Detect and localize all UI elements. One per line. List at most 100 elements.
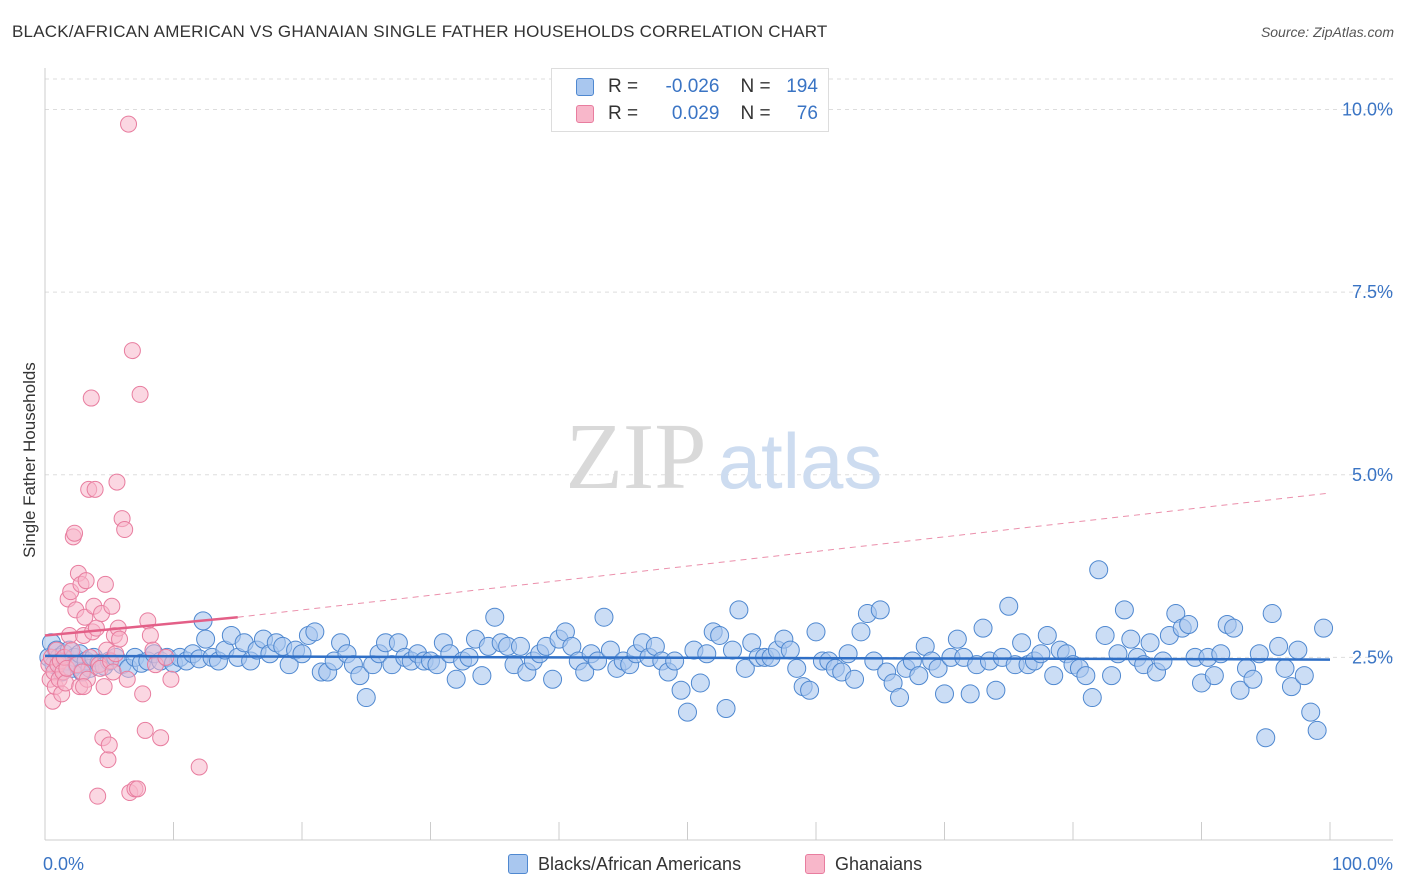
blacks-point xyxy=(1031,644,1051,664)
blacks-point xyxy=(735,658,755,678)
blacks-point xyxy=(510,636,530,656)
ghanaians-point xyxy=(162,670,180,688)
ghanaians-point xyxy=(87,619,105,637)
blacks-point xyxy=(678,702,697,722)
blacks-point xyxy=(446,669,466,689)
blacks-point xyxy=(1224,618,1244,638)
ghanaians-point xyxy=(107,645,125,663)
legend-n-label: N = xyxy=(740,76,771,97)
blacks-point xyxy=(935,684,954,704)
blacks-point xyxy=(1121,629,1141,649)
blacks-point xyxy=(787,658,807,678)
blacks-point xyxy=(722,640,742,660)
blacks-point xyxy=(543,669,563,689)
blacks-point xyxy=(1082,688,1102,708)
blacks-point xyxy=(1269,636,1289,656)
y-axis-label: Single Father Households xyxy=(20,362,39,558)
legend-r-label: R = xyxy=(608,103,639,124)
legend-n-value: 76 xyxy=(796,103,818,124)
ghanaians-point xyxy=(77,572,95,590)
blacks-point xyxy=(1114,600,1134,620)
legend-n-value: 194 xyxy=(786,76,818,97)
ghanaians-point xyxy=(76,608,94,626)
ghanaians-point xyxy=(82,389,100,407)
ghanaians-point xyxy=(129,780,147,798)
blacks-point xyxy=(575,662,595,682)
blacks-point xyxy=(1307,720,1327,740)
legend-swatch-pink xyxy=(576,105,594,123)
blacks-point xyxy=(356,688,376,708)
ghanaians-point xyxy=(104,663,122,681)
ghanaians-point xyxy=(99,751,117,769)
blacks-trend-line xyxy=(44,654,1331,661)
blacks-point xyxy=(710,625,730,645)
ghanaians-point xyxy=(100,736,118,754)
blacks-point xyxy=(196,629,216,649)
legend-swatch-blue xyxy=(576,78,594,96)
blacks-point xyxy=(292,644,312,664)
blacks-point xyxy=(1243,669,1263,689)
ghanaians-trend-line xyxy=(44,615,238,637)
legend-n-label: N = xyxy=(740,103,771,124)
blacks-point xyxy=(1095,625,1115,645)
bottom-legend-ghanaians: Ghanaians xyxy=(805,852,922,876)
bottom-legend-label: Blacks/African Americans xyxy=(538,853,742,874)
blacks-point xyxy=(890,688,910,708)
watermark-atlas: atlas xyxy=(718,417,883,505)
blacks-point xyxy=(838,644,858,664)
blacks-point xyxy=(800,680,820,700)
ghanaians-point xyxy=(89,787,107,805)
blacks-point xyxy=(690,673,710,693)
blacks-point xyxy=(1204,666,1224,686)
legend-row-blacks: R = -0.026 N = 194 xyxy=(576,75,818,99)
ghanaians-point xyxy=(86,480,104,498)
ghanaians-point xyxy=(96,575,114,593)
y-tick-label: 5.0% xyxy=(1352,465,1393,485)
blacks-point xyxy=(472,666,492,686)
blacks-point xyxy=(1037,625,1057,645)
ghanaians-point xyxy=(60,626,78,644)
blacks-point xyxy=(600,640,620,660)
ghanaians-point xyxy=(136,721,154,739)
blacks-point xyxy=(1230,680,1250,700)
blacks-point xyxy=(1314,618,1334,638)
blacks-point xyxy=(1256,728,1276,748)
y-tick-label: 2.5% xyxy=(1352,647,1393,667)
blacks-point xyxy=(716,699,736,719)
ghanaians-trend-extension xyxy=(237,492,1331,618)
blacks-point xyxy=(960,684,980,704)
blacks-point xyxy=(1102,666,1122,686)
blacks-point xyxy=(1179,615,1199,635)
bottom-legend-blacks: Blacks/African Americans xyxy=(508,852,741,876)
bottom-legend-label: Ghanaians xyxy=(835,853,923,874)
x-tick-label-start: 0.0% xyxy=(43,854,84,874)
grid-lines xyxy=(45,78,1393,658)
ghanaians-point xyxy=(190,758,208,776)
ghanaians-point xyxy=(103,597,121,615)
x-tick-label-end: 100.0% xyxy=(1332,854,1393,874)
blacks-point xyxy=(1089,560,1109,580)
blacks-point xyxy=(780,640,800,660)
watermark: ZIP atlas xyxy=(566,405,883,509)
ghanaians-point xyxy=(57,674,75,692)
legend-r-value: 0.029 xyxy=(671,103,720,124)
blacks-point xyxy=(485,607,505,627)
ghanaians-point xyxy=(116,521,134,539)
ghanaians-point xyxy=(66,524,84,542)
blacks-point xyxy=(909,666,929,686)
blacks-point xyxy=(864,651,884,671)
bottom-legend-swatch-pink xyxy=(805,854,825,874)
blacks-point xyxy=(671,680,691,700)
blacks-point xyxy=(986,680,1006,700)
axes xyxy=(44,68,1393,841)
legend-r-value: -0.026 xyxy=(665,76,720,97)
blacks-point xyxy=(1301,702,1321,722)
legend-row-ghanaians: R = 0.029 N = 76 xyxy=(576,102,818,126)
blacks-point xyxy=(947,629,967,649)
blacks-point xyxy=(665,651,685,671)
watermark-zip: ZIP xyxy=(566,405,707,509)
blacks-point xyxy=(1281,677,1301,697)
blacks-points xyxy=(39,560,1334,748)
blacks-point xyxy=(1140,633,1160,653)
